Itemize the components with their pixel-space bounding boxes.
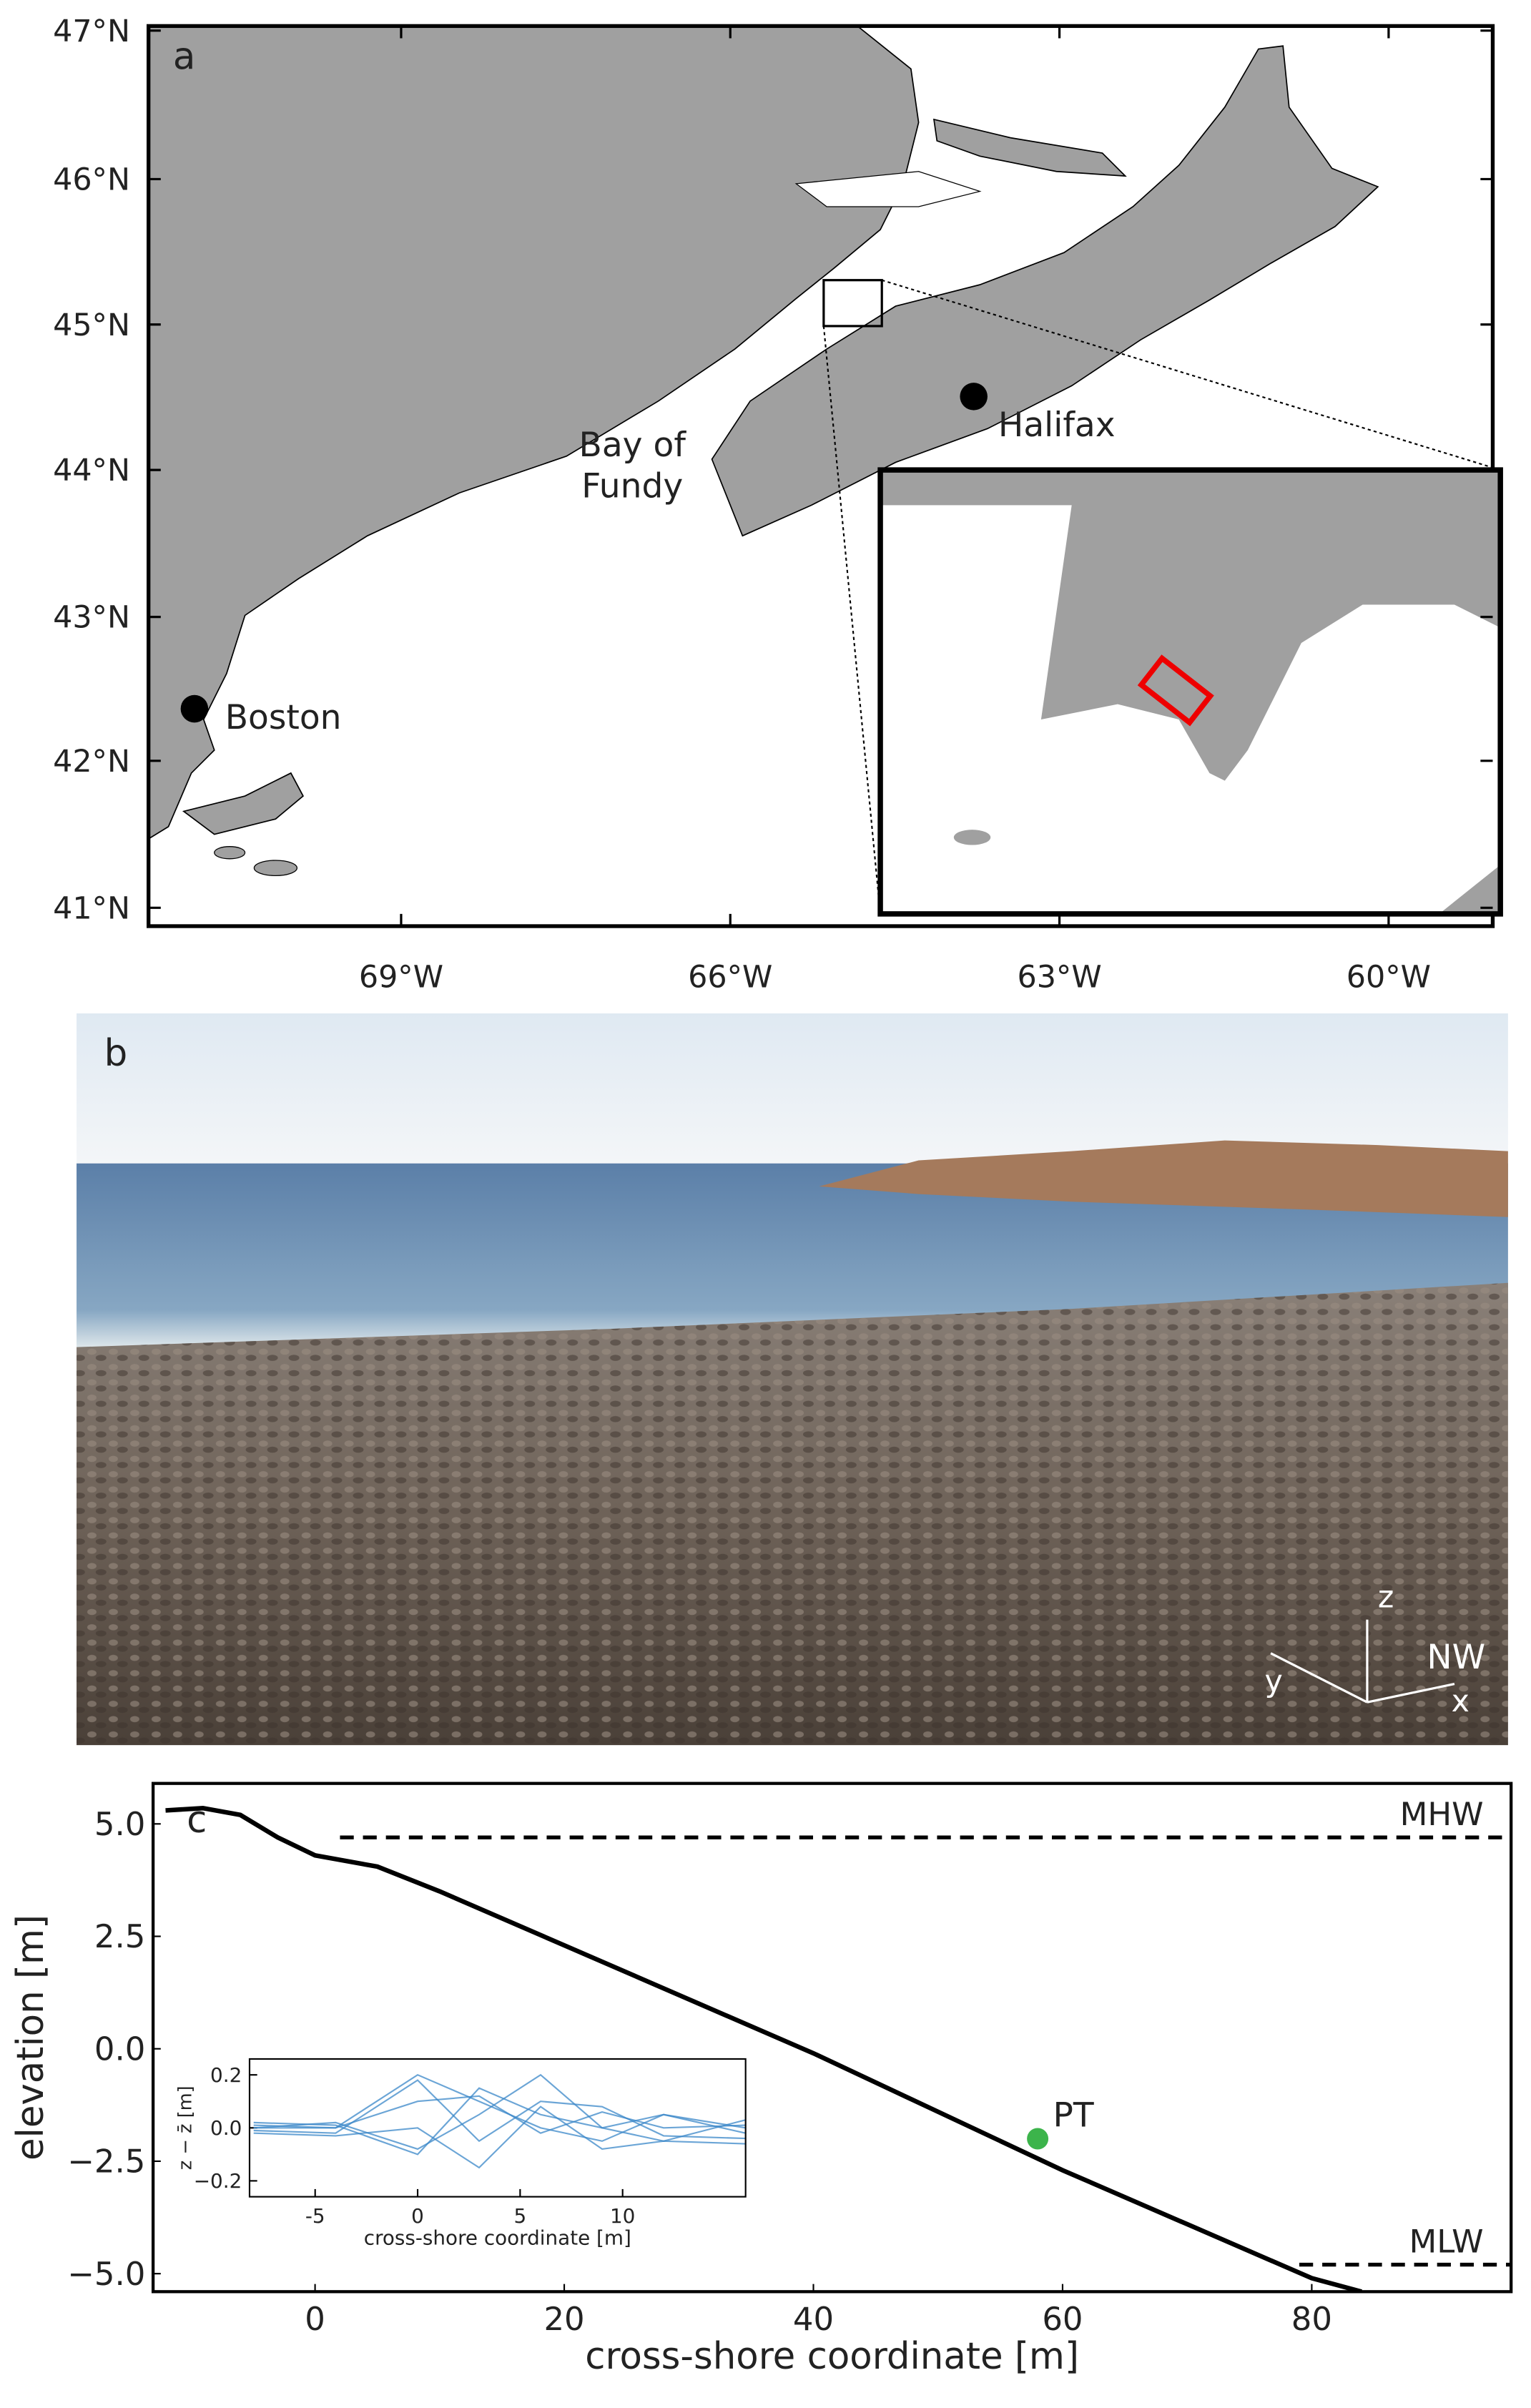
map-panel: a — [147, 24, 1503, 928]
inset-island — [953, 830, 991, 845]
point — [1027, 2128, 1049, 2150]
inset-chart: -5 0 5 10 −0.2 0.0 0.2 cross-shore coordinate [… — [175, 2058, 747, 2249]
zoom-line — [881, 279, 1501, 471]
lon-label: 63°W — [1017, 960, 1101, 996]
nova-scotia — [711, 45, 1379, 537]
y-tick-label: 0.0 — [94, 2030, 145, 2068]
data-line — [253, 2105, 746, 2169]
lat-label: 43°N — [53, 600, 130, 636]
pebbles — [77, 1282, 1508, 1746]
place-label: Halifax — [998, 406, 1116, 445]
island — [214, 846, 246, 860]
inset-land — [880, 470, 1501, 781]
city-dot — [960, 383, 988, 411]
cliff — [819, 1140, 1508, 1217]
lat-label: 46°N — [53, 162, 130, 197]
x-axis-label: cross-shore coordinate [m] — [364, 2226, 631, 2249]
data-line — [253, 2087, 746, 2156]
sky — [77, 1013, 1508, 1167]
mainland — [147, 25, 920, 840]
anticosti — [794, 171, 982, 207]
map-inset — [877, 467, 1503, 917]
island — [253, 860, 297, 877]
reference-label: MHW — [1400, 1795, 1484, 1833]
data-line — [165, 1806, 1362, 2292]
axis-letter: x — [1452, 1684, 1470, 1719]
x-axis-label: cross-shore coordinate [m] — [585, 2335, 1079, 2378]
place-label: Boston — [225, 698, 342, 737]
axes-frame — [151, 1782, 1513, 2294]
lat-label: 44°N — [53, 453, 130, 488]
panel-label: b — [104, 1032, 128, 1075]
y-tick-label: 5.0 — [94, 1805, 145, 1843]
y-tick-label: 2.5 — [94, 1917, 145, 1955]
profile-chart: 0 20 40 60 80 5.0 2.5 0.0 −2.5 −5.0 cross-shore co… — [9, 1782, 1513, 2378]
y-tick-label: −5.0 — [67, 2255, 145, 2293]
pei — [932, 118, 1127, 177]
lat-label: 41°N — [53, 890, 130, 926]
data-line — [253, 2079, 746, 2143]
lat-label: 45°N — [53, 308, 130, 343]
inset-frame — [877, 467, 1503, 917]
data-line — [253, 2073, 746, 2151]
lat-label: 47°N — [53, 14, 130, 49]
y-axis-label: elevation [m] — [9, 1915, 52, 2161]
panel-label: c — [187, 1799, 207, 1842]
cape-cod — [182, 772, 305, 835]
x-tick-label: 5 — [514, 2204, 527, 2228]
lon-label: 66°W — [688, 960, 772, 996]
y-tick-label: −0.2 — [194, 2169, 242, 2193]
x-tick-label: 0 — [305, 2300, 325, 2338]
place-label: Bay of — [579, 426, 687, 465]
study-site — [1137, 654, 1214, 727]
x-tick-label: 60 — [1042, 2300, 1083, 2338]
place-label: Fundy — [581, 467, 683, 506]
x-tick-label: 20 — [543, 2300, 584, 2338]
reference-label: MLW — [1409, 2222, 1483, 2260]
zoom-box — [822, 279, 883, 328]
lat-label: 42°N — [53, 744, 130, 780]
y-tick-label: 0.0 — [210, 2116, 242, 2140]
panel-label: a — [173, 35, 195, 78]
direction-label: NW — [1427, 1638, 1485, 1677]
city-dot — [180, 694, 209, 723]
photo-panel: z y x NW b — [77, 1013, 1508, 1746]
y-tick-label: 0.2 — [210, 2063, 242, 2087]
axis-letter: z — [1378, 1580, 1394, 1616]
lon-label: 60°W — [1347, 960, 1431, 996]
x-tick-label: 80 — [1291, 2300, 1332, 2338]
axes-glyph — [1270, 1619, 1455, 1704]
data-line — [253, 2095, 746, 2134]
x-tick-label: -5 — [305, 2204, 325, 2228]
y-axis-label: z − z̄ [m] — [175, 2085, 197, 2170]
zoom-line — [822, 325, 882, 914]
axis-letter: y — [1264, 1664, 1282, 1699]
y-tick-label: −2.5 — [67, 2143, 145, 2181]
point-label: PT — [1053, 2095, 1094, 2135]
x-tick-label: 0 — [411, 2204, 424, 2228]
axes-frame — [248, 2058, 747, 2198]
x-tick-label: 10 — [610, 2204, 635, 2228]
x-tick-label: 40 — [793, 2300, 834, 2338]
lon-label: 69°W — [359, 960, 443, 996]
